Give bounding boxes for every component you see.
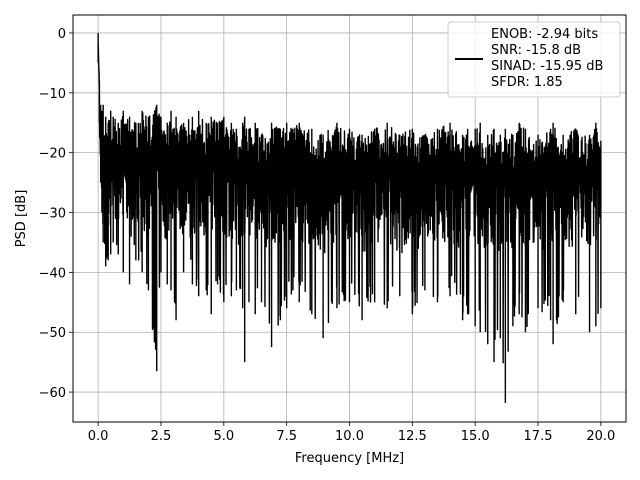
y-ticks: 0 −10 −20 −30 −40 −50 −60 bbox=[39, 27, 73, 401]
x-tick-label: 2.5 bbox=[151, 429, 172, 444]
legend-box bbox=[447, 21, 621, 98]
x-tick-label: 20.0 bbox=[586, 429, 615, 444]
legend-sinad: SINAD: -15.95 dB bbox=[491, 59, 603, 74]
x-ticks: 0.0 2.5 5.0 7.5 10.0 12.5 15.0 17.5 20.0 bbox=[88, 422, 615, 444]
y-tick-label: −20 bbox=[39, 147, 66, 162]
y-tick-label: −40 bbox=[39, 266, 66, 281]
legend: ENOB: -2.94 bits SNR: -15.8 dB SINAD: -1… bbox=[447, 21, 621, 98]
data-layer bbox=[97, 32, 602, 403]
y-tick-label: 0 bbox=[58, 27, 66, 42]
x-tick-label: 17.5 bbox=[524, 429, 553, 444]
legend-enob: ENOB: -2.94 bits bbox=[491, 27, 598, 42]
psd-series-line bbox=[97, 32, 602, 403]
y-tick-label: −50 bbox=[39, 326, 66, 341]
y-axis-title: PSD [dB] bbox=[14, 190, 29, 248]
x-tick-label: 5.0 bbox=[213, 429, 234, 444]
x-tick-label: 15.0 bbox=[461, 429, 490, 444]
y-tick-label: −10 bbox=[39, 87, 66, 102]
y-tick-label: −30 bbox=[39, 207, 66, 222]
x-axis-title: Frequency [MHz] bbox=[295, 451, 404, 466]
legend-snr: SNR: -15.8 dB bbox=[491, 43, 581, 58]
y-tick-label: −60 bbox=[39, 386, 66, 401]
x-tick-label: 7.5 bbox=[276, 429, 297, 444]
x-tick-label: 0.0 bbox=[88, 429, 109, 444]
x-tick-label: 10.0 bbox=[335, 429, 364, 444]
x-tick-label: 12.5 bbox=[398, 429, 427, 444]
legend-sfdr: SFDR: 1.85 bbox=[491, 75, 563, 90]
